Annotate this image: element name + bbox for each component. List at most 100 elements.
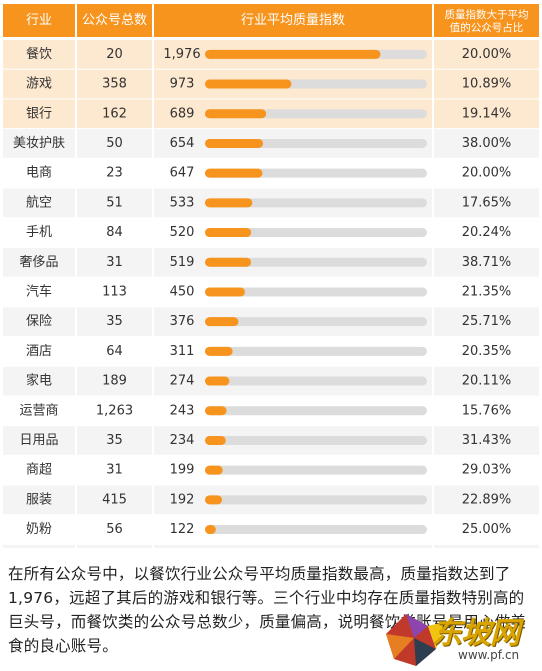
table-cell-bg [77, 426, 152, 455]
row-industry-label: 航空 [26, 194, 52, 210]
row-ratio-value: 29.03% [462, 463, 512, 478]
table-cell-bg [77, 129, 152, 158]
header-count: 公众号总数 [82, 13, 147, 28]
row-ratio-value: 20.00% [462, 166, 512, 181]
bar-index-6 [205, 228, 252, 238]
row-ratio-value: 25.00% [462, 522, 512, 537]
table-cell-bg [434, 426, 539, 455]
row-index-value: 973 [170, 77, 195, 92]
table-cell-bg [434, 307, 539, 336]
bar-index-14 [205, 465, 223, 475]
table-cell-bg [3, 455, 75, 485]
row-industry-label: 保险 [26, 314, 52, 329]
bar-index-9 [205, 317, 239, 327]
table-cell-bg [3, 366, 75, 396]
table-cell-bg [3, 515, 75, 544]
bar-index-12 [205, 406, 227, 416]
table-cell-bg [77, 247, 152, 277]
bar-index-1 [205, 79, 292, 89]
table-cell-bg [3, 307, 75, 336]
row-index-value: 311 [170, 344, 195, 359]
row-industry-label: 汽车 [26, 283, 52, 299]
row-ratio-value: 38.00% [462, 136, 512, 151]
row-index-value: 199 [170, 463, 195, 478]
header-cell-bg [77, 4, 152, 37]
table-cell-bg [77, 69, 152, 99]
row-count-value: 64 [106, 344, 123, 359]
table-cell-bg [434, 515, 539, 544]
table-cell-bg [77, 515, 152, 544]
row-ratio-value: 21.35% [462, 284, 512, 299]
table-cell-bg [3, 218, 75, 247]
row-count-value: 31 [106, 463, 123, 478]
table-cell-bg [77, 544, 152, 548]
bar-index-13 [205, 435, 226, 445]
row-count-value: 1,263 [96, 403, 133, 418]
row-industry-label: 手机 [26, 225, 52, 240]
row-index-value: 122 [170, 522, 195, 537]
bar-track [205, 257, 427, 267]
row-index-value: 243 [170, 403, 195, 418]
row-industry-label: 家电 [26, 373, 52, 389]
row-industry-label: 电商 [26, 166, 52, 181]
bar-track [205, 435, 427, 445]
header-ratio-line2: 值的公众号占比 [450, 21, 524, 34]
row-industry-label: 日用品 [19, 433, 58, 448]
bar-track [205, 465, 427, 475]
row-industry-label: 商超 [26, 463, 52, 478]
row-industry-label: 餐饮 [26, 46, 52, 62]
header-cell-bg [3, 4, 75, 37]
table-cell-bg [77, 366, 152, 396]
table-cell-bg [77, 99, 152, 129]
row-index-value: 1,976 [163, 47, 200, 62]
bar-index-11 [205, 376, 230, 386]
table-cell-bg [3, 396, 75, 426]
row-industry-label: 奢侈品 [19, 255, 58, 270]
table-cell-bg [434, 396, 539, 426]
row-count-value: 189 [102, 374, 127, 389]
watermark-logo-icon [386, 614, 444, 666]
table-cell-bg [3, 337, 75, 366]
table-cell-bg [77, 307, 152, 336]
table-cell-bg [3, 485, 75, 515]
row-index-value: 376 [170, 314, 195, 329]
header-cell-bg [434, 4, 539, 37]
table-cell-bg [3, 158, 75, 188]
row-industry-label: 运营商 [19, 403, 58, 418]
row-count-value: 51 [106, 195, 123, 210]
row-ratio-value: 25.71% [462, 314, 512, 329]
row-industry-label: 奶粉 [26, 522, 52, 537]
row-index-value: 234 [170, 433, 195, 448]
bar-track [205, 317, 427, 327]
table-cell-bg [3, 40, 75, 69]
table-cell-bg [3, 247, 75, 277]
table-cell-bg [77, 218, 152, 247]
table-cell-bg [77, 40, 152, 69]
bar-index-4 [205, 168, 263, 178]
row-industry-label: 银行 [26, 106, 52, 121]
table-cell-bg [77, 158, 152, 188]
table-cell-bg [77, 455, 152, 485]
bar-track [205, 525, 427, 535]
row-index-value: 647 [170, 166, 195, 181]
row-index-value: 274 [170, 374, 195, 389]
bar-index-3 [205, 138, 264, 148]
row-count-value: 23 [106, 166, 123, 181]
table-cell-bg [3, 277, 75, 307]
table-cell-bg [3, 69, 75, 99]
watermark-url: www.pf.cn [458, 648, 520, 662]
table-cell-bg [434, 337, 539, 366]
row-ratio-value: 17.65% [462, 195, 512, 210]
watermark-logo-text: 东坡网 [432, 616, 520, 651]
row-count-value: 113 [102, 284, 127, 299]
bar-track [205, 495, 427, 505]
table-cell-bg [77, 337, 152, 366]
table-cell-bg [434, 455, 539, 485]
row-index-value: 689 [170, 106, 195, 121]
table-cell-bg [3, 544, 75, 548]
row-index-value: 192 [170, 492, 195, 507]
bar-index-15 [205, 495, 223, 505]
row-count-value: 358 [102, 77, 127, 92]
row-index-value: 450 [170, 284, 195, 299]
row-count-value: 56 [106, 522, 123, 537]
